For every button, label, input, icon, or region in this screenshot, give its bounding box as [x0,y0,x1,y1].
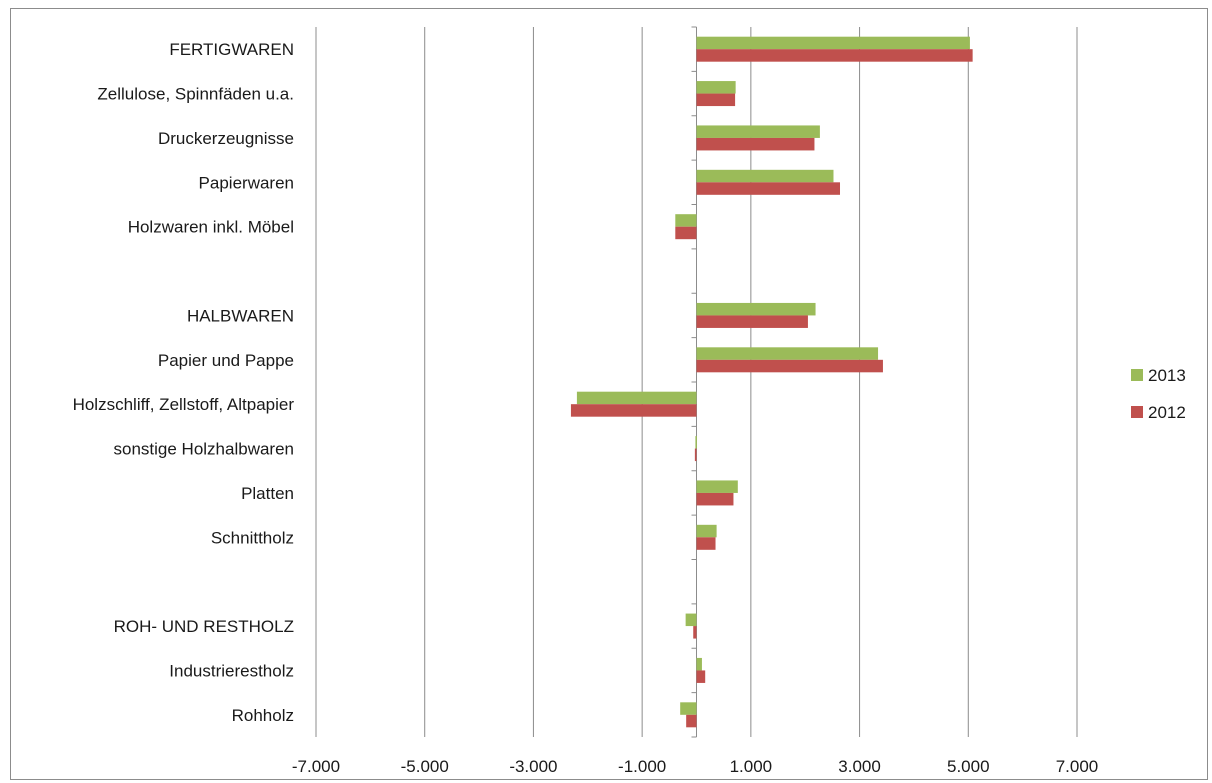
bar-2013 [576,391,697,405]
bar-2013 [695,436,697,449]
bar-2013 [696,125,820,138]
category-label: Rohholz [232,706,294,725]
bar-2012 [694,448,697,462]
bar-2012 [696,182,841,195]
category-label: Schnittholz [211,528,294,547]
bar-2012 [696,49,973,62]
bar-2012 [696,93,736,107]
bar-2012 [696,359,883,373]
bar-2012 [696,492,734,506]
legend-label-2013: 2013 [1148,366,1186,385]
category-labels: FERTIGWAREN Zellulose, Spinnfäden u.a. Dru… [73,40,295,725]
legend-label-2012: 2012 [1148,403,1186,422]
bar-2013 [675,214,697,227]
bar-2012 [686,714,697,728]
category-label: HALBWAREN [187,306,294,325]
category-label: ROH- UND RESTHOLZ [114,617,294,636]
bar-2013 [696,524,717,538]
bar-2012 [696,137,815,151]
category-label: Papier und Pappe [158,351,294,370]
category-label: Druckerzeugnisse [158,129,294,148]
x-tick-labels: -7.000 -5.000 -3.000 -1.000 1.000 3.000 5.000 7… [292,757,1098,776]
bar-2013 [680,702,697,715]
x-tick-label: -7.000 [292,757,340,776]
x-tick-label: -1.000 [618,757,666,776]
bar-2013 [696,347,879,360]
bar-2012 [696,537,716,550]
bar-2013 [696,657,702,671]
category-label: FERTIGWAREN [169,40,294,59]
bar-2013 [696,81,736,94]
category-label: Industrierestholz [169,661,294,680]
bar-2013 [685,613,697,627]
bar-2012 [675,226,697,240]
bar-2013 [696,36,970,50]
bar-2012 [696,670,706,683]
legend: 2013 2012 [1131,366,1186,422]
bar-2012 [693,626,697,639]
x-tick-label: 3.000 [838,757,881,776]
category-label: Holzwaren inkl. Möbel [128,218,294,237]
category-label: Platten [241,484,294,503]
legend-swatch-2012 [1131,406,1143,418]
bar-2012 [696,315,808,328]
category-label: Zellulose, Spinnfäden u.a. [97,85,294,104]
legend-swatch-2013 [1131,369,1143,381]
bar-2013 [696,169,834,183]
category-label: Holzschliff, Zellstoff, Altpapier [73,395,295,414]
bar-2013 [696,302,816,316]
bar-2013 [696,480,738,493]
category-label: sonstige Holzhalbwaren [114,440,295,459]
bars [570,36,973,728]
bar-2012 [570,404,697,417]
category-label: Papierwaren [199,173,294,192]
x-tick-label: -3.000 [509,757,557,776]
x-tick-label: 1.000 [730,757,773,776]
x-tick-label: 7.000 [1056,757,1099,776]
x-tick-label: 5.000 [947,757,990,776]
x-tick-label: -5.000 [401,757,449,776]
